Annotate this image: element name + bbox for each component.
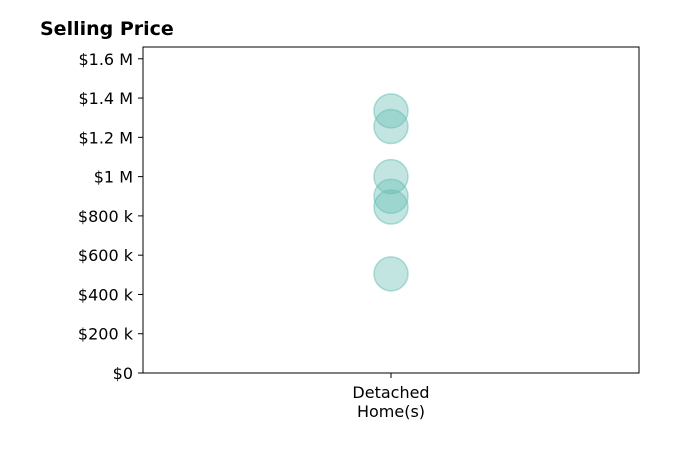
x-tick-label: Detached	[352, 383, 429, 402]
x-tick-label: Home(s)	[357, 402, 425, 421]
y-tick-label: $1 M	[94, 168, 133, 187]
data-point	[373, 189, 409, 225]
chart-title: Selling Price	[40, 18, 174, 40]
y-tick-label: $0	[113, 364, 133, 383]
y-tick-label: $1.6 M	[78, 50, 133, 69]
y-tick-label: $1.2 M	[78, 128, 133, 147]
plot-area: $0 $200 k $400 k $600 k $800 k $1 M $1.2 M $1.4…	[78, 46, 640, 421]
data-point	[373, 178, 409, 215]
y-tick-label: $400 k	[78, 285, 134, 304]
data-point	[373, 256, 409, 292]
y-tick-label: $1.4 M	[78, 89, 133, 108]
y-tick-label: $800 k	[78, 207, 134, 226]
data-point	[373, 93, 409, 129]
y-tick-label: $600 k	[78, 246, 134, 265]
y-tick-label: $200 k	[78, 325, 134, 344]
data-point	[373, 108, 409, 145]
data-point	[373, 158, 409, 195]
